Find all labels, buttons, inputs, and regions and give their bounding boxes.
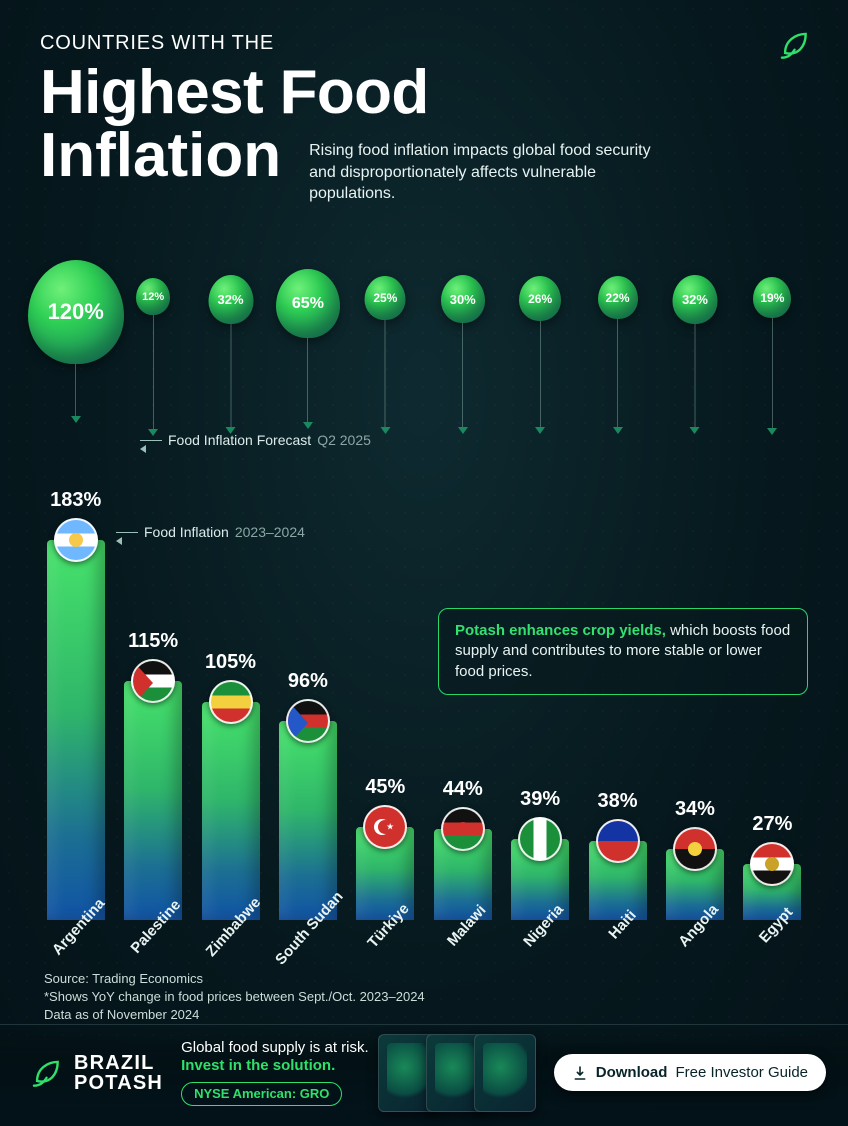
- balloon-string: [385, 320, 386, 429]
- forecast-balloon: 32%: [208, 275, 253, 429]
- bar-value: 45%: [365, 776, 405, 799]
- flag-icon: [286, 699, 330, 743]
- leaf-icon: [774, 26, 812, 64]
- thumb: [474, 1034, 536, 1112]
- balloon-string: [75, 364, 76, 418]
- brand-lockup: BRAZIL POTASH: [26, 1053, 163, 1093]
- forecast-balloon: 65%: [276, 269, 340, 424]
- leaf-icon: [26, 1054, 64, 1092]
- balloon: 12%: [136, 278, 170, 315]
- chart-column: 22% 38% Haiti: [582, 280, 653, 920]
- callout-balloon-label: Food Inflation Forecast: [168, 432, 311, 448]
- cta-bold: Download: [596, 1064, 668, 1081]
- forecast-balloon: 12%: [136, 278, 170, 431]
- bar-value: 115%: [128, 630, 178, 653]
- balloon-string: [617, 319, 618, 429]
- balloon: 32%: [672, 275, 717, 324]
- chart-column: 26% 39% Nigeria: [504, 280, 575, 920]
- forecast-balloon: 32%: [672, 275, 717, 429]
- promo-bar: BRAZIL POTASH Global food supply is at r…: [0, 1024, 848, 1126]
- ticker-badge: NYSE American: GRO: [181, 1082, 342, 1106]
- source-line: Source: Trading Economics: [44, 970, 425, 988]
- flag-icon: [54, 518, 98, 562]
- forecast-balloon: 25%: [365, 276, 406, 429]
- bar: [202, 702, 260, 920]
- source-notes: Source: Trading Economics *Shows YoY cha…: [44, 970, 425, 1025]
- forecast-balloon: 19%: [753, 277, 791, 430]
- download-cta[interactable]: Download Free Investor Guide: [554, 1054, 826, 1091]
- forecast-balloon: 26%: [519, 276, 561, 429]
- title-line2: Inflation: [40, 124, 281, 187]
- flag-icon: [596, 819, 640, 863]
- balloon: 25%: [365, 276, 406, 320]
- bar: [279, 721, 337, 920]
- balloon-string: [307, 338, 308, 424]
- forecast-balloon: 30%: [441, 275, 485, 429]
- bar-value: 105%: [205, 651, 256, 674]
- balloon: 65%: [276, 269, 340, 338]
- title-line2-text: Inflation: [40, 121, 281, 190]
- flag-icon: ★: [363, 805, 407, 849]
- promo-line2: Invest in the solution.: [181, 1057, 369, 1076]
- balloon: 26%: [519, 276, 561, 321]
- chart-column: 19% 27% Egypt: [737, 280, 808, 920]
- brand-logo-corner: [774, 26, 812, 69]
- potash-note-highlight: Potash enhances crop yields,: [455, 622, 666, 639]
- flag-icon: [209, 680, 253, 724]
- bar-value: 27%: [752, 813, 792, 836]
- source-line: Data as of November 2024: [44, 1006, 425, 1024]
- balloon-string: [462, 323, 463, 429]
- bar: [47, 540, 105, 920]
- balloon: 19%: [753, 277, 791, 318]
- guide-thumbnails: [392, 1034, 536, 1112]
- bar-value: 96%: [288, 670, 328, 693]
- flag-icon: [673, 827, 717, 871]
- callout-balloon: Food Inflation Forecast Q2 2025: [140, 432, 371, 448]
- chart-column: 32% 105% Zimbabwe: [195, 280, 266, 920]
- cta-light: Free Investor Guide: [675, 1064, 808, 1081]
- promo-line1: Global food supply is at risk.: [181, 1039, 369, 1058]
- balloon-string: [772, 318, 773, 430]
- title-line1: Highest Food: [40, 61, 808, 124]
- flag-icon: [441, 807, 485, 851]
- bar-value: 44%: [443, 778, 483, 801]
- bar-value: 34%: [675, 798, 715, 821]
- balloon: 22%: [598, 276, 638, 319]
- callout-bar-period: 2023–2024: [235, 524, 305, 540]
- chart-column: 12% 115% Palestine: [117, 280, 188, 920]
- callout-balloon-period: Q2 2025: [317, 432, 371, 448]
- inflation-chart: 120% 183% Argentina 12% 115% Palestine 3…: [40, 260, 808, 920]
- balloon: 30%: [441, 275, 485, 323]
- balloon: 120%: [28, 260, 124, 364]
- callout-bar-label: Food Inflation: [144, 524, 229, 540]
- chart-column: 30% 44% Malawi: [427, 280, 498, 920]
- bar-value: 38%: [598, 790, 638, 813]
- balloon-string: [540, 321, 541, 429]
- chart-column: 65% 96% South Sudan: [272, 280, 343, 920]
- bar-value: 183%: [50, 489, 101, 512]
- balloon-string: [230, 324, 231, 429]
- brand-name-1: BRAZIL: [74, 1053, 163, 1073]
- bar: [124, 681, 182, 920]
- potash-note: Potash enhances crop yields, which boost…: [438, 608, 808, 695]
- forecast-balloon: 22%: [598, 276, 638, 429]
- chart-column: 32% 34% Angola: [659, 280, 730, 920]
- download-icon: [572, 1065, 588, 1081]
- brand-name-2: POTASH: [74, 1073, 163, 1093]
- balloon: 32%: [208, 275, 253, 324]
- chart-column: 25% 45% ★ Türkiye: [350, 280, 421, 920]
- bar-value: 39%: [520, 788, 560, 811]
- lede-text: Rising food inflation impacts global foo…: [309, 140, 669, 205]
- eyebrow: COUNTRIES WITH THE: [40, 32, 808, 55]
- flag-icon: [131, 659, 175, 703]
- balloon-string: [694, 324, 695, 429]
- chart-column: 120% 183% Argentina: [40, 280, 111, 920]
- callout-bar: Food Inflation 2023–2024: [116, 524, 305, 540]
- balloon-string: [153, 315, 154, 431]
- source-line: *Shows YoY change in food prices between…: [44, 988, 425, 1006]
- promo-copy: Global food supply is at risk. Invest in…: [181, 1039, 369, 1107]
- forecast-balloon: 120%: [28, 260, 124, 418]
- flag-icon: [518, 817, 562, 861]
